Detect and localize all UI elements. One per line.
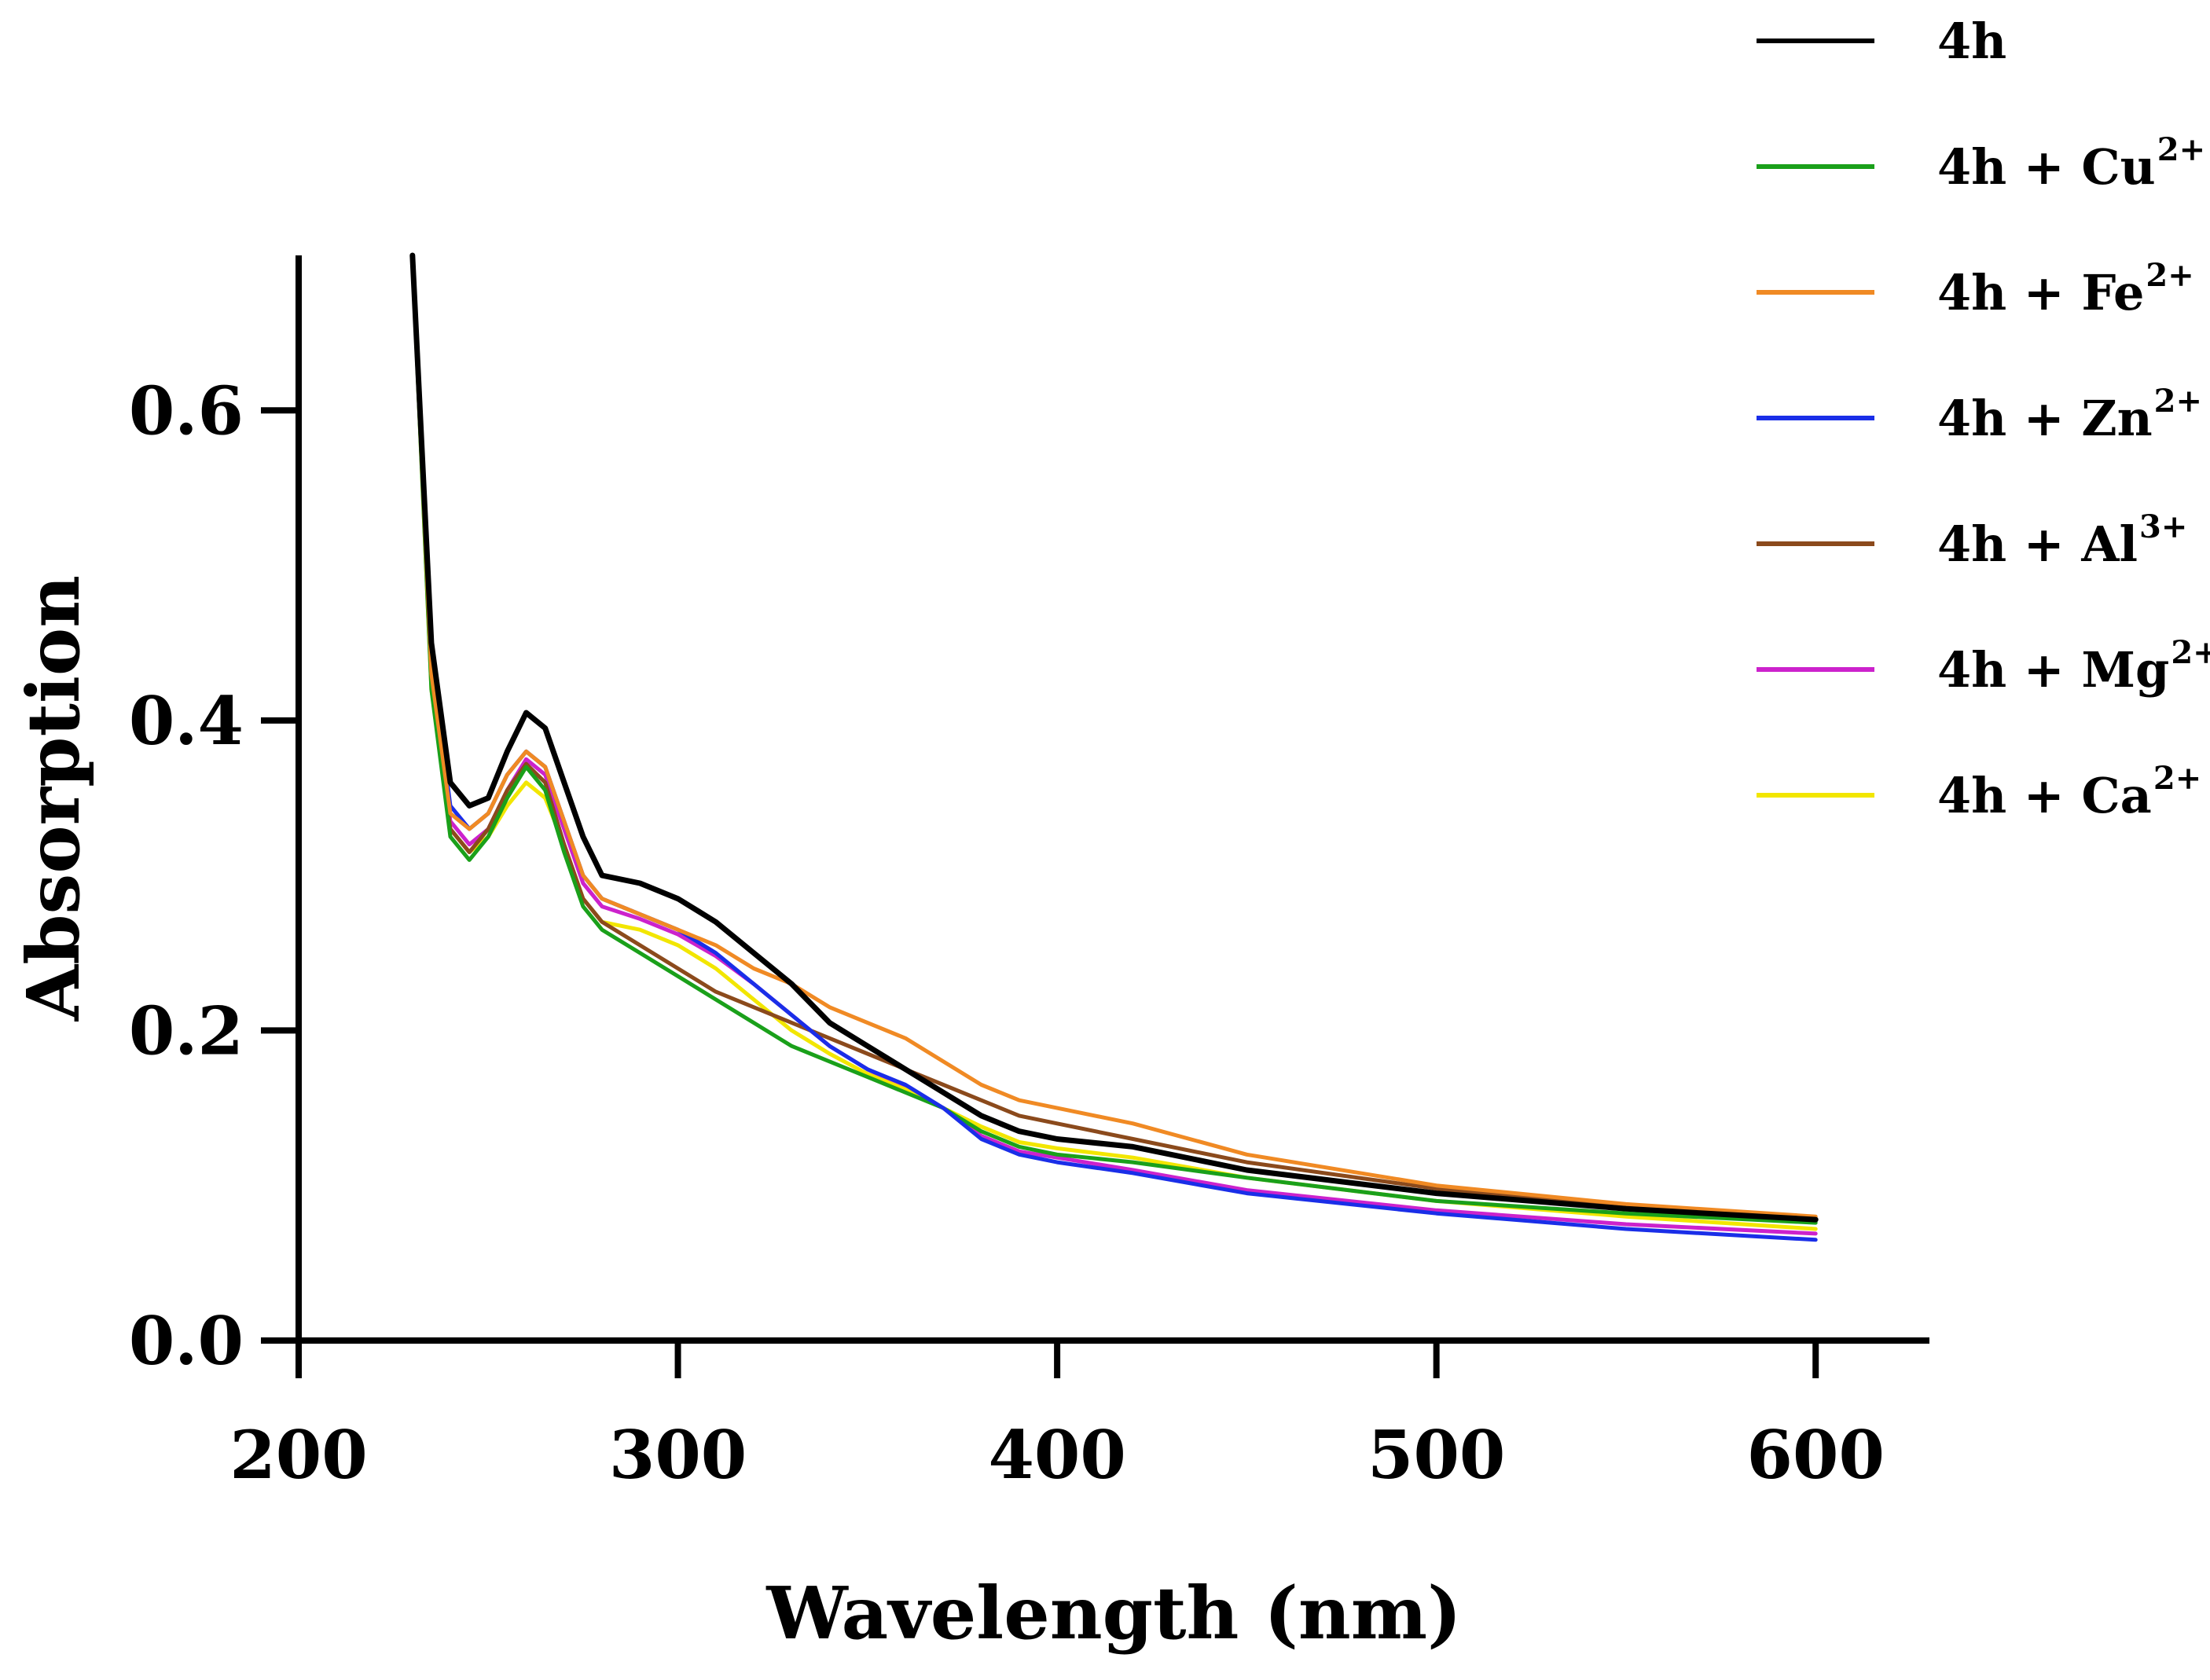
y-axis-title: Absorption [11,575,96,1022]
legend-label-text: 4h + Al [1937,515,2138,573]
legend-label-charge: 2+ [2154,383,2202,420]
axes: 200 300 400 500 600 0.0 0.2 0.4 0.6 [129,255,1929,1494]
legend-label-charge: 2+ [2157,131,2205,168]
legend-label: 4h + Al3+ [1937,508,2187,573]
legend-label: 4h + Fe2+ [1937,257,2194,321]
y-tick-label: 0.6 [129,372,244,449]
y-tick-label: 0.4 [129,682,244,760]
x-tick-label: 400 [988,1416,1125,1494]
legend-label-text: 4h + Zn [1937,390,2153,447]
legend-label: 4h + Ca2+ [1937,760,2201,824]
y-tick-label: 0.2 [129,992,244,1069]
series-line [410,253,1818,1219]
x-tick-label: 200 [229,1416,367,1494]
series-line [410,253,1818,1225]
series-line [410,253,1818,1242]
legend-label: 4h + Mg2+ [1937,634,2210,699]
legend-label-text: 4h + Ca [1937,767,2152,824]
series-line [410,253,1818,1220]
legend-label: 4h + Zn2+ [1937,383,2202,447]
x-tick-label: 600 [1747,1416,1885,1494]
x-tick-label: 500 [1367,1416,1505,1494]
legend-label: 4h [1937,13,2006,70]
series-layer [409,252,1819,1242]
legend-label-text: 4h + Mg [1937,641,2169,699]
series-line [410,253,1818,1231]
legend-label-text: 4h + Fe [1937,264,2144,321]
legend-label-charge: 2+ [2153,760,2201,797]
x-axis-title: Wavelength (nm) [765,1571,1461,1656]
y-tick-label: 0.0 [129,1302,244,1380]
legend-label-charge: 2+ [2146,257,2193,294]
legend-label-charge: 2+ [2171,634,2210,671]
x-tick-label: 300 [609,1416,747,1494]
series-line [409,252,1819,1223]
legend-label: 4h + Cu2+ [1937,131,2205,196]
legend-label-text: 4h + Cu [1937,138,2156,196]
series-line [410,253,1818,1236]
legend-label-charge: 3+ [2139,508,2187,545]
legend-label-text: 4h [1937,13,2006,70]
